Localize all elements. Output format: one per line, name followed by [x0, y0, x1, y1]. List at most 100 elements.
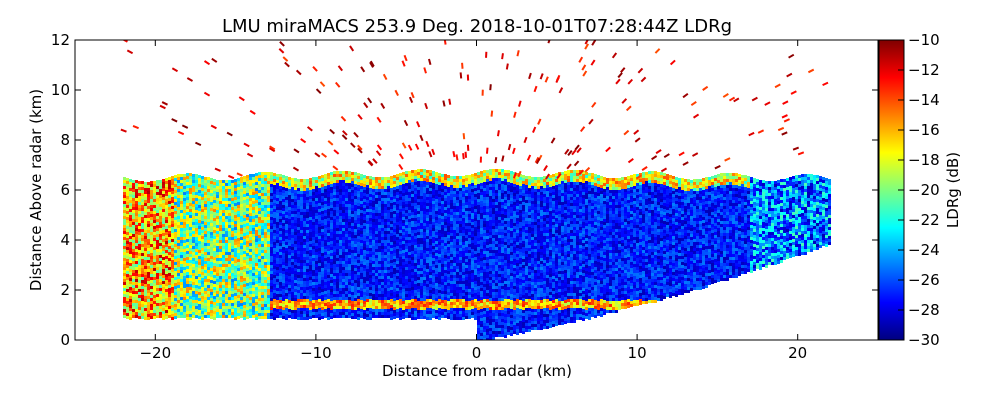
radar-cell	[423, 280, 426, 283]
radar-cell	[240, 207, 243, 210]
radar-cell	[195, 228, 198, 231]
radar-cell	[381, 201, 384, 204]
radar-cell	[171, 314, 174, 317]
radar-cell	[201, 212, 204, 215]
radar-cell	[312, 237, 315, 240]
radar-cell	[411, 185, 414, 188]
radar-cell	[159, 252, 162, 255]
radar-cell	[399, 269, 402, 272]
radar-cell	[435, 205, 438, 208]
radar-cell	[315, 303, 318, 306]
radar-cell	[288, 273, 291, 276]
radar-cell	[186, 257, 189, 260]
radar-cell	[195, 276, 198, 279]
radar-cell	[417, 274, 420, 277]
radar-cell	[192, 291, 195, 294]
radar-cell	[372, 312, 375, 315]
radar-cell	[207, 276, 210, 279]
radar-cell	[237, 265, 240, 268]
radar-cell	[297, 200, 300, 203]
radar-cell	[285, 221, 288, 224]
radar-cell	[432, 177, 435, 180]
radar-cell	[144, 269, 147, 272]
radar-cell	[123, 204, 126, 207]
radar-cell	[303, 281, 306, 284]
radar-cell	[258, 262, 261, 265]
radar-cell	[348, 216, 351, 219]
radar-cell	[327, 179, 330, 182]
radar-cell	[357, 302, 360, 305]
radar-cell	[192, 231, 195, 234]
radar-cell	[291, 301, 294, 304]
radar-cell	[198, 292, 201, 295]
radar-cell	[270, 211, 273, 214]
radar-cell	[342, 201, 345, 204]
radar-cell	[162, 314, 165, 317]
radar-cell	[375, 204, 378, 207]
radar-cell	[318, 176, 321, 179]
radar-cell	[351, 298, 354, 301]
radar-cell	[300, 290, 303, 293]
radar-cell	[345, 309, 348, 312]
radar-cell	[351, 223, 354, 226]
radar-cell	[291, 247, 294, 250]
radar-cell	[414, 281, 417, 284]
radar-cell	[171, 203, 174, 206]
radar-cell	[150, 184, 153, 187]
radar-cell	[408, 315, 411, 318]
radar-cell	[429, 224, 432, 227]
radar-cell	[432, 279, 435, 282]
radar-cell	[303, 179, 306, 182]
radar-cell	[267, 232, 270, 235]
radar-cell	[228, 300, 231, 303]
radar-cell	[324, 204, 327, 207]
radar-cell	[294, 253, 297, 256]
radar-cell	[375, 255, 378, 258]
radar-cell	[405, 183, 408, 186]
radar-cell	[261, 268, 264, 271]
radar-cell	[147, 263, 150, 266]
radar-cell	[342, 249, 345, 252]
radar-cell	[267, 283, 270, 286]
radar-cell	[348, 246, 351, 249]
radar-cell	[186, 317, 189, 320]
radar-cell	[426, 209, 429, 212]
radar-cell	[387, 291, 390, 294]
radar-cell	[399, 173, 402, 176]
radar-cell	[147, 257, 150, 260]
radar-cell	[144, 302, 147, 305]
radar-cell	[378, 231, 381, 234]
radar-cell	[261, 286, 264, 289]
radar-cell	[189, 272, 192, 275]
radar-cell	[270, 250, 273, 253]
radar-cell	[243, 278, 246, 281]
radar-cell	[246, 226, 249, 229]
radar-cell	[273, 293, 276, 296]
radar-cell	[273, 179, 276, 182]
radar-cell	[369, 272, 372, 275]
radar-cell	[249, 225, 252, 228]
radar-cell	[363, 262, 366, 265]
radar-cell	[366, 197, 369, 200]
radar-cell	[324, 231, 327, 234]
radar-cell	[327, 290, 330, 293]
radar-cell	[225, 258, 228, 261]
radar-cell	[201, 188, 204, 191]
radar-cell	[342, 225, 345, 228]
radar-cell	[252, 225, 255, 228]
radar-cell	[225, 198, 228, 201]
radar-cell	[162, 266, 165, 269]
radar-cell	[357, 206, 360, 209]
radar-cell	[423, 229, 426, 232]
radar-cell	[348, 285, 351, 288]
radar-cell	[363, 208, 366, 211]
radar-cell	[171, 302, 174, 305]
radar-cell	[342, 228, 345, 231]
radar-cell	[210, 295, 213, 298]
radar-cell	[282, 262, 285, 265]
radar-cell	[198, 256, 201, 259]
radar-cell	[297, 203, 300, 206]
radar-cell	[348, 180, 351, 183]
radar-cell	[249, 210, 252, 213]
radar-cell	[405, 249, 408, 252]
